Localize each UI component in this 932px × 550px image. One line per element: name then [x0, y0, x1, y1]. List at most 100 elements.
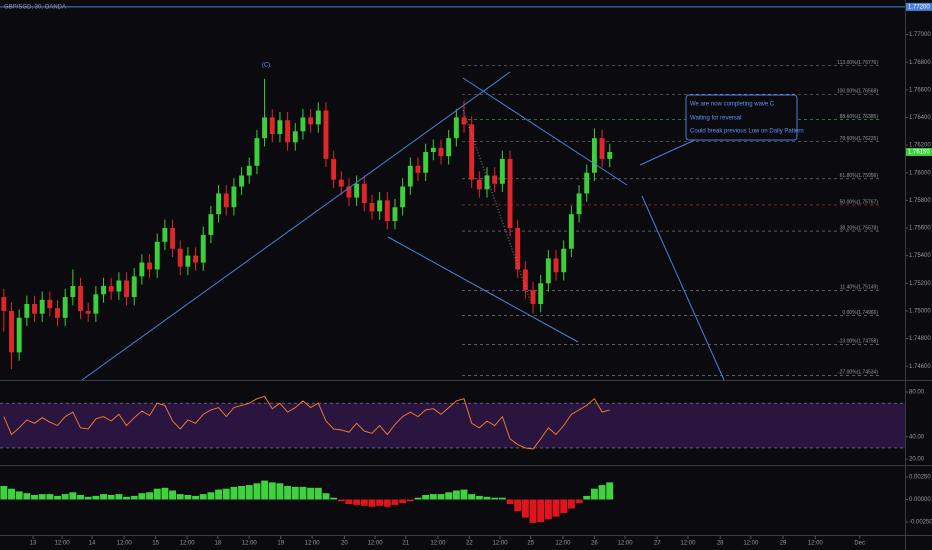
candle-body: [599, 138, 605, 159]
histogram-bar: [176, 494, 184, 500]
x-tick-label: 13: [30, 541, 37, 547]
x-tick-label: 12:00: [808, 541, 824, 547]
candle-body: [147, 262, 153, 270]
histogram-bar: [491, 497, 499, 500]
x-tick-label: 12:00: [242, 541, 258, 547]
candle-body: [16, 317, 22, 353]
y-tick-label: 1.76000: [909, 170, 931, 176]
price-box-label: 1.77200: [908, 4, 930, 10]
y-tick-label: 1.76800: [909, 60, 931, 66]
histogram-bar: [15, 491, 23, 500]
histogram-bar: [23, 493, 31, 500]
histogram-bar: [322, 493, 330, 500]
candle-body: [469, 124, 475, 180]
candle-body: [407, 165, 413, 187]
histogram-bar: [123, 496, 130, 500]
histogram-bar: [115, 494, 123, 500]
candle-body: [300, 117, 306, 132]
y-tick-label: 1.75800: [909, 198, 931, 204]
x-tick-label: 14: [89, 541, 96, 547]
x-tick-label: 12:00: [55, 541, 71, 547]
x-tick-label: 12:00: [618, 541, 634, 547]
candle-body: [484, 175, 490, 190]
histogram-bar: [399, 499, 407, 504]
histogram-bar: [307, 487, 315, 500]
candle-body: [154, 241, 160, 270]
x-tick-label: 12:00: [117, 541, 133, 547]
histogram-bar: [238, 485, 246, 500]
histogram-bar: [483, 496, 491, 500]
candle-body: [285, 120, 291, 143]
histogram-bar: [100, 494, 107, 500]
candle-body: [346, 186, 352, 198]
candle-body: [530, 290, 536, 304]
candle-body: [492, 175, 498, 184]
candle-body: [561, 248, 567, 273]
histogram-bar: [54, 495, 61, 500]
candle-body: [423, 152, 429, 173]
histogram-bar: [222, 488, 230, 500]
histogram-bar: [161, 487, 169, 500]
wave-label: (C): [262, 63, 270, 69]
price-box: [906, 2, 932, 11]
histogram-bar: [337, 499, 345, 502]
candle-body: [62, 297, 68, 318]
candle-body: [254, 138, 260, 166]
x-tick-label: 29: [780, 541, 787, 547]
histogram-bar: [368, 499, 376, 507]
y-tick-label: -0.00250: [909, 520, 932, 526]
candle-body: [231, 186, 237, 208]
histogram-bar: [276, 483, 284, 500]
x-tick-label: 18: [214, 541, 221, 547]
histogram-bar: [353, 499, 361, 505]
fib-label: 50.00%(1.75767): [840, 199, 879, 205]
histogram-bar: [146, 492, 154, 500]
histogram-bar: [31, 495, 38, 500]
histogram-bar: [107, 495, 115, 500]
drawings: [81, 71, 798, 381]
candle-body: [292, 131, 298, 143]
x-tick-label: 12:00: [493, 541, 509, 547]
candle-body: [522, 269, 528, 291]
candle-body: [369, 203, 375, 212]
candle-body: [576, 193, 582, 215]
histogram-bar: [514, 499, 522, 512]
histogram-bar: [138, 493, 146, 500]
note-line: We are now completing wave C: [690, 102, 775, 108]
fib-label: 88.60%(1.76385): [840, 114, 879, 120]
rsi-line: [3, 395, 610, 450]
x-tick-label: 19: [277, 541, 284, 547]
x-tick-label: 12:00: [305, 541, 321, 547]
histogram-bar: [253, 483, 261, 500]
fib-label: 113.00%(1.76776): [837, 60, 878, 66]
note-line: Waiting for reversal: [690, 116, 741, 122]
y-tick-label: 20.00: [909, 457, 925, 463]
x-tick-label: 12:00: [430, 541, 446, 547]
histogram-bar: [69, 492, 77, 500]
histogram-bar: [422, 495, 430, 500]
histogram-bar: [391, 499, 399, 505]
fib-label: 11.40%(1.75149): [840, 285, 878, 291]
candle-body: [101, 286, 106, 295]
histogram-bar: [207, 492, 215, 500]
candle-body: [32, 304, 37, 314]
candle-body: [116, 280, 122, 292]
candle-body: [93, 294, 99, 314]
last-price-box: [906, 148, 932, 156]
y-tick-label: 1.76600: [909, 87, 931, 93]
x-tick-label: 15: [152, 541, 159, 547]
candle-body: [124, 280, 130, 298]
candle-body: [392, 207, 398, 222]
candle-body: [384, 200, 390, 222]
candle-body: [476, 179, 482, 190]
histogram-bar: [590, 488, 598, 500]
y-tick-label: 80.00: [909, 390, 925, 396]
candle-body: [246, 165, 252, 176]
x-tick-label: Dec: [854, 541, 865, 547]
candle-body: [216, 193, 222, 215]
histogram-bar: [291, 486, 299, 500]
candle-body: [170, 228, 176, 249]
candle-body: [584, 172, 590, 194]
